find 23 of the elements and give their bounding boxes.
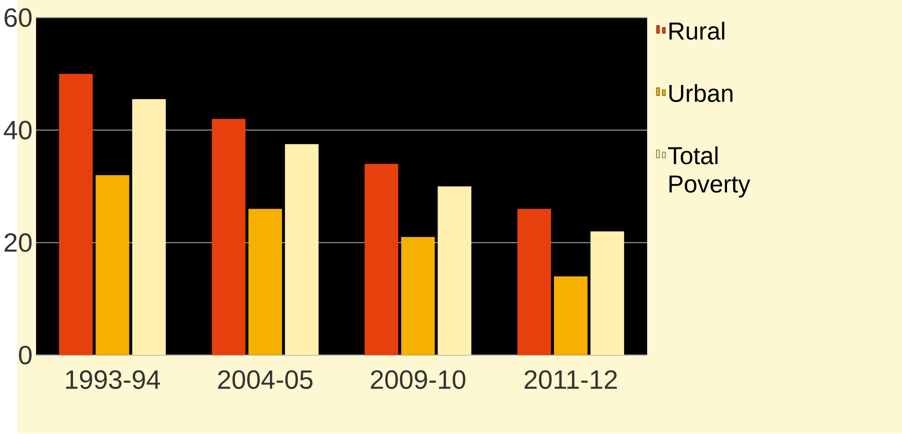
bar: [248, 209, 282, 356]
x-tick-label: 2009-10: [370, 370, 466, 390]
bar: [438, 186, 472, 356]
bar: [401, 237, 435, 356]
legend-label: Urban: [669, 84, 732, 102]
bar: [284, 144, 319, 356]
y-tick-label: 0: [18, 346, 32, 365]
x-tick-label: 1993-94: [66, 370, 160, 390]
bar: [364, 164, 398, 356]
bar: [212, 119, 246, 356]
bar: [96, 175, 130, 356]
bar: [517, 209, 551, 356]
x-tick-label: 2004-05: [218, 370, 312, 390]
y-tick-label: 40: [4, 121, 32, 140]
legend-label: Total Poverty: [668, 146, 750, 198]
y-tick-label: 60: [4, 8, 32, 28]
bar: [59, 74, 93, 356]
bar: [590, 232, 624, 356]
bar: [132, 99, 166, 356]
x-tick-label: 2011-12: [524, 370, 617, 390]
bar: [554, 276, 588, 356]
legend-label: Rural: [670, 22, 724, 40]
y-tick-label: 20: [4, 233, 32, 252]
